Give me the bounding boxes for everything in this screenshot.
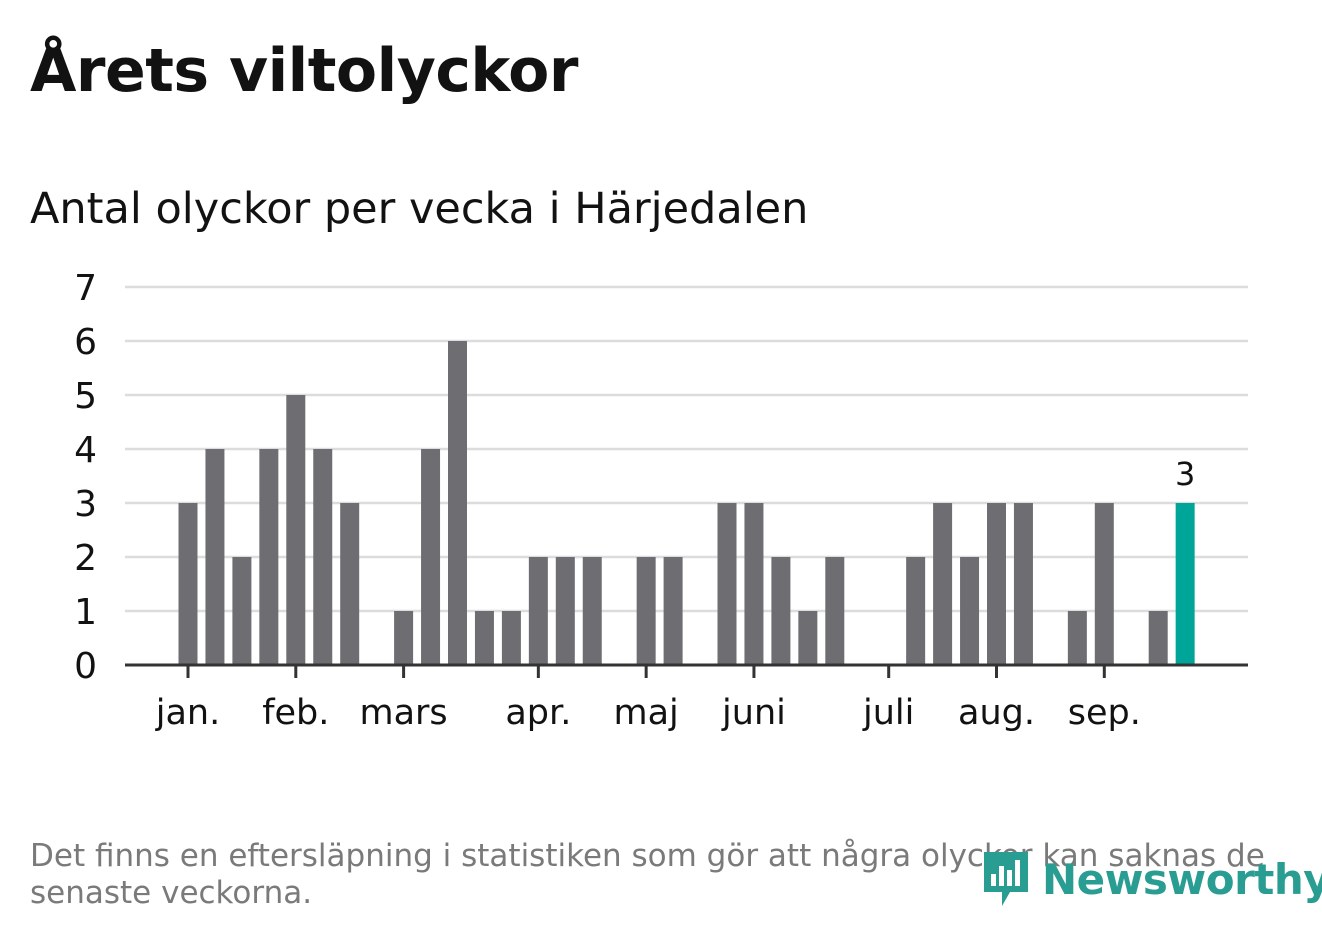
x-axis: jan. feb. mars apr. maj juni juli aug. sep. bbox=[125, 663, 1248, 733]
x-tick-label: sep. bbox=[1068, 693, 1141, 733]
bar-chart: 0 1 2 3 4 5 6 7 jan. feb. mars apr. maj juni juli aug.… bbox=[74, 268, 1248, 733]
highlight-data-label: 3 bbox=[1175, 455, 1195, 493]
bar bbox=[555, 557, 575, 665]
y-tick-label: 6 bbox=[74, 322, 97, 363]
bar bbox=[1067, 611, 1087, 665]
y-tick-label: 0 bbox=[74, 646, 97, 687]
y-tick-label: 2 bbox=[74, 538, 97, 579]
bar bbox=[906, 557, 926, 665]
bar bbox=[178, 503, 198, 665]
bars bbox=[178, 341, 1195, 665]
bar bbox=[987, 503, 1006, 665]
data-labels: 3 bbox=[1175, 455, 1195, 493]
chart-title: Årets viltolyckor bbox=[30, 36, 579, 106]
bar bbox=[421, 449, 441, 665]
x-tick-label: apr. bbox=[505, 693, 571, 733]
x-tick-label: jan. bbox=[155, 693, 220, 733]
y-tick-label: 3 bbox=[74, 484, 97, 525]
bar bbox=[933, 503, 953, 665]
bar bbox=[1148, 611, 1168, 665]
y-tick-label: 4 bbox=[74, 430, 97, 471]
y-tick-label: 1 bbox=[74, 592, 97, 633]
chart-subtitle: Antal olyckor per vecka i Härjedalen bbox=[30, 184, 809, 234]
x-tick-label: juli bbox=[862, 693, 914, 733]
highlight-bar bbox=[1175, 503, 1195, 665]
x-tick-label: maj bbox=[614, 693, 679, 733]
bar bbox=[394, 611, 414, 665]
bar bbox=[1013, 503, 1033, 665]
y-tick-label: 7 bbox=[74, 268, 97, 309]
bar bbox=[582, 557, 602, 665]
bar bbox=[313, 449, 333, 665]
y-axis-ticks: 0 1 2 3 4 5 6 7 bbox=[74, 268, 97, 687]
bar bbox=[1094, 503, 1114, 665]
x-tick-label: aug. bbox=[958, 693, 1035, 733]
bar bbox=[636, 557, 656, 665]
bar bbox=[798, 611, 818, 665]
x-tick-label: mars bbox=[360, 693, 448, 733]
footnote: Det finns en eftersläpning i statistiken… bbox=[30, 838, 1265, 911]
bar bbox=[825, 557, 845, 665]
bar bbox=[474, 611, 494, 665]
bar bbox=[663, 557, 683, 665]
bar bbox=[501, 611, 521, 665]
bar bbox=[205, 449, 225, 665]
newsworthy-chart-icon bbox=[984, 852, 1028, 906]
bar bbox=[232, 557, 252, 665]
newsworthy-logo: Newsworthy bbox=[980, 846, 1322, 912]
bar bbox=[744, 503, 764, 665]
y-tick-label: 5 bbox=[74, 376, 97, 417]
x-tick-label: feb. bbox=[262, 693, 329, 733]
bar bbox=[286, 395, 306, 665]
bar bbox=[960, 557, 980, 665]
bar bbox=[771, 557, 791, 665]
bar bbox=[259, 449, 279, 665]
bar bbox=[448, 341, 467, 665]
logo-text: Newsworthy bbox=[1042, 854, 1322, 904]
grid-lines bbox=[125, 285, 1248, 613]
bar bbox=[717, 503, 737, 665]
bar bbox=[528, 557, 548, 665]
x-tick-label: juni bbox=[721, 693, 786, 733]
bar bbox=[340, 503, 360, 665]
